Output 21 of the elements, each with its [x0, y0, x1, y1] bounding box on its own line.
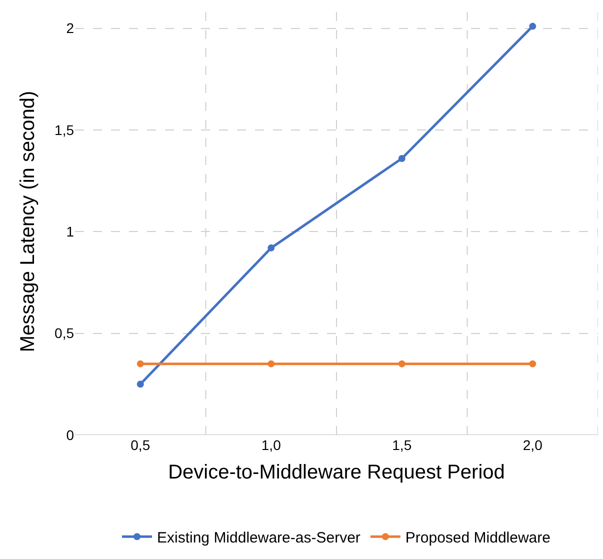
point — [136, 360, 144, 368]
x-tick-label: 0,5 — [130, 437, 150, 453]
x-tick-label: 1,5 — [392, 437, 412, 453]
legend-label: Proposed Middleware — [405, 530, 550, 546]
x-tick-label: 1,0 — [261, 437, 282, 453]
point — [268, 244, 275, 252]
x-axis-title: Device-to-Middleware Request Period — [168, 462, 505, 484]
y-tick-label: 1,5 — [54, 122, 74, 138]
legend-label: Existing Middleware-as-Server — [157, 530, 360, 546]
point — [529, 360, 536, 368]
y-tick-label: 1 — [66, 224, 74, 240]
point — [398, 154, 406, 162]
y-axis-title: Message Latency (in second) — [17, 90, 40, 352]
y-tick-label: 2 — [66, 20, 74, 36]
point — [268, 360, 275, 368]
point — [136, 380, 144, 388]
point — [398, 360, 406, 368]
y-tick-label: 0,5 — [54, 325, 74, 342]
point — [529, 22, 536, 30]
x-tick-label: 2,0 — [522, 437, 543, 453]
y-tick-label: 0 — [66, 426, 74, 443]
